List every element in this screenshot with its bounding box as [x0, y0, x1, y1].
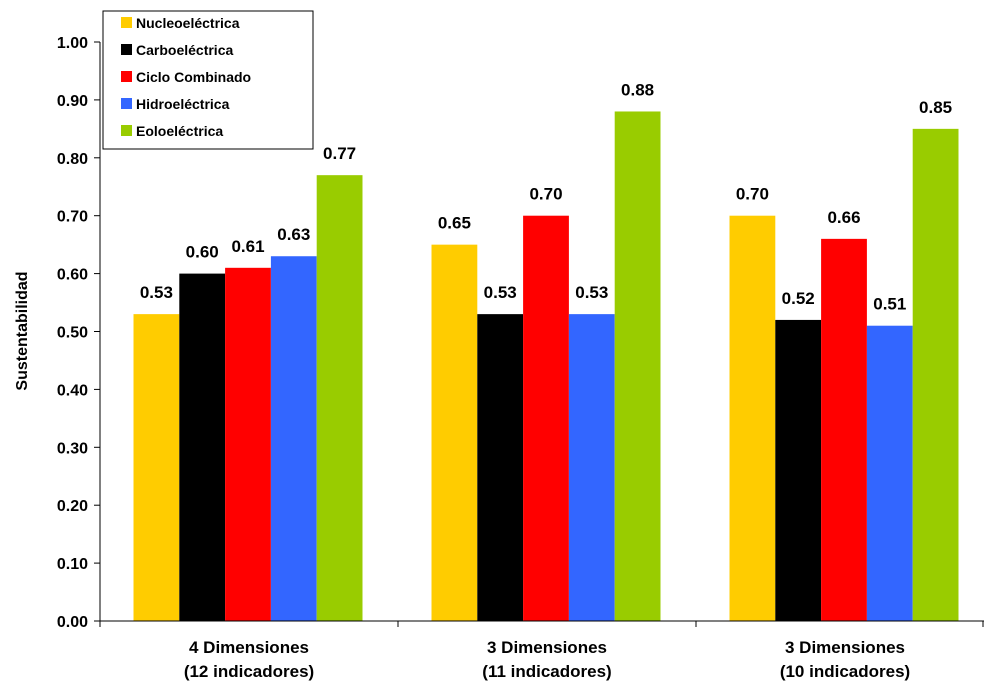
- y-tick-label: 0.70: [57, 209, 88, 226]
- legend-label: Nucleoeléctrica: [136, 15, 240, 31]
- bar-4-3: [866, 325, 913, 621]
- value-label: 0.70: [529, 185, 562, 204]
- value-label: 0.51: [873, 295, 906, 314]
- value-label: 0.53: [575, 283, 608, 302]
- bar-1-1: [133, 314, 180, 621]
- legend-swatch: [121, 98, 132, 109]
- bar-5-2: [614, 111, 661, 621]
- bar-5-3: [912, 128, 959, 621]
- plot-area: 0.00 0.10 0.20 0.30 0.40 0.50 0.60 0.70 0.80 0.90…: [57, 35, 984, 681]
- bar-1-2: [431, 244, 478, 621]
- value-label: 0.65: [438, 214, 471, 233]
- y-tick-label: 0.20: [57, 498, 88, 515]
- x-category-sublabel: (11 indicadores): [482, 662, 611, 681]
- y-tick-label: 0.30: [57, 440, 88, 457]
- x-category-label: 3 Dimensiones: [487, 638, 607, 657]
- value-label: 0.88: [621, 80, 654, 99]
- bar-4-2: [568, 314, 615, 621]
- legend-label: Hidroeléctrica: [136, 96, 230, 112]
- y-tick-label: 0.60: [57, 267, 88, 284]
- bar-2-2: [477, 314, 524, 621]
- legend-label: Ciclo Combinado: [136, 69, 251, 85]
- y-tick-label: 1.00: [57, 35, 88, 52]
- value-label: 0.70: [736, 185, 769, 204]
- bar-2-1: [179, 273, 226, 621]
- value-label: 0.85: [919, 98, 952, 117]
- value-label: 0.66: [827, 208, 860, 227]
- bar-2-3: [775, 319, 822, 621]
- value-label: 0.53: [140, 283, 173, 302]
- y-tick-label: 0.80: [57, 151, 88, 168]
- y-tick-label: 0.00: [57, 614, 88, 631]
- y-tick-label: 0.10: [57, 556, 88, 573]
- bar-3-3: [821, 238, 867, 622]
- y-tick-label: 0.50: [57, 325, 88, 342]
- value-label: 0.63: [277, 225, 310, 244]
- y-tick-label: 0.90: [57, 93, 88, 110]
- value-label: 0.52: [782, 289, 815, 308]
- value-label: 0.61: [231, 237, 264, 256]
- y-tick-label: 0.40: [57, 382, 88, 399]
- legend-swatch: [121, 44, 132, 55]
- bar-4-1: [270, 256, 317, 621]
- value-label: 0.77: [323, 144, 356, 163]
- legend-swatch: [121, 125, 132, 136]
- bar-3-2: [523, 215, 569, 621]
- legend-swatch: [121, 17, 132, 28]
- x-category-label: 3 Dimensiones: [785, 638, 905, 657]
- bar-1-3: [729, 215, 776, 621]
- legend-box: [102, 10, 314, 150]
- x-category-sublabel: (12 indicadores): [184, 662, 314, 681]
- value-label: 0.60: [186, 243, 219, 262]
- value-label: 0.53: [484, 283, 517, 302]
- x-category-label: 4 Dimensiones: [189, 638, 309, 657]
- bar-3-1: [225, 267, 271, 621]
- x-category-sublabel: (10 indicadores): [780, 662, 910, 681]
- bar-5-1: [316, 175, 363, 622]
- legend-swatch: [121, 71, 132, 82]
- y-axis-title: Sustentabilidad: [14, 271, 31, 390]
- legend-label: Carboeléctrica: [136, 42, 233, 58]
- legend-label: Eoloeléctrica: [136, 123, 223, 139]
- legend: Nucleoeléctrica Carboeléctrica Ciclo Combi…: [102, 10, 314, 150]
